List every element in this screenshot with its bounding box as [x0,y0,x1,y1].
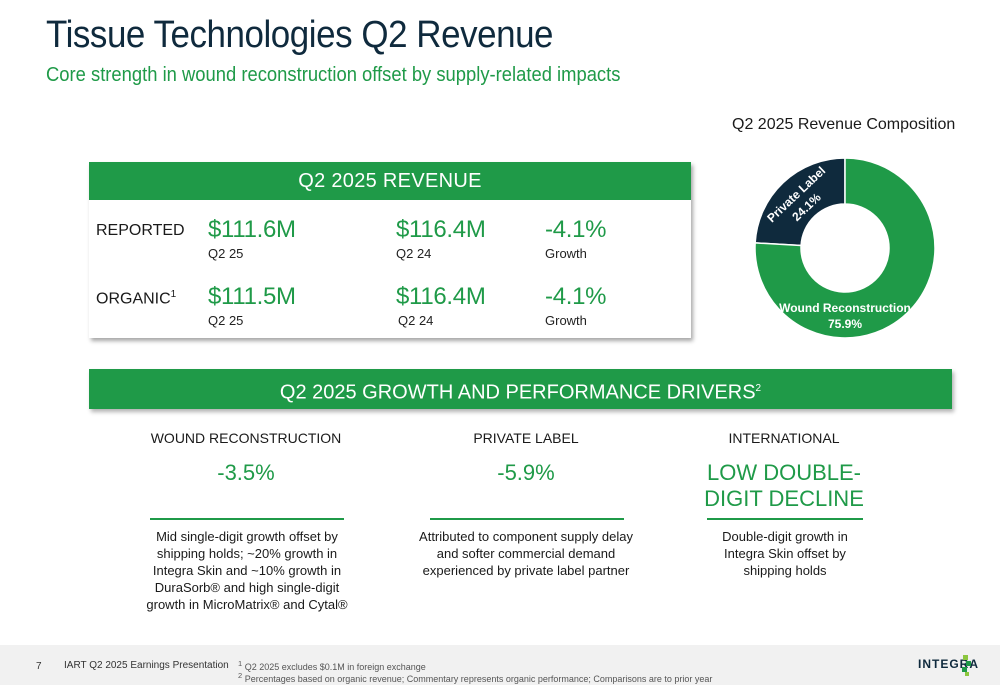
page-number: 7 [36,661,42,672]
driver-rule [707,518,863,520]
reported-q2-24-label: Q2 24 [396,246,432,261]
reported-growth-value: -4.1% [545,216,607,243]
organic-growth-label: Growth [545,313,587,328]
driver-value: -5.9% [497,460,555,485]
driver-description: Attributed to component supply delay and… [419,529,633,578]
driver-international: INTERNATIONAL LOW DOUBLE- DIGIT DECLINE [686,430,882,512]
driver-wound-reconstruction: WOUND RECONSTRUCTION -3.5% [148,430,344,486]
driver-private-label: PRIVATE LABEL -5.9% [428,430,624,486]
driver-value: -3.5% [217,460,275,485]
slice-private-label [755,157,846,247]
organic-q2-25-value: $111.5M [208,283,296,310]
slice-wound-reconstruction [755,157,936,339]
footnote-1: 1 Q2 2025 excludes $0.1M in foreign exch… [238,659,426,672]
driver-title: WOUND RECONSTRUCTION [150,430,342,446]
footnote-2: 2 Percentages based on organic revenue; … [238,671,713,684]
reported-growth-label: Growth [545,246,587,261]
driver-rule [150,518,344,520]
driver-title: INTERNATIONAL [728,430,840,446]
driver-title: PRIVATE LABEL [473,430,579,446]
presentation-title: IART Q2 2025 Earnings Presentation [64,660,229,671]
revenue-header: Q2 2025 REVENUE [89,162,691,200]
reported-q2-25-label: Q2 25 [208,246,244,261]
driver-rule [430,518,624,520]
organic-label: ORGANIC1 [96,289,177,308]
reported-label: REPORTED [96,222,185,239]
revenue-panel: Q2 2025 REVENUE REPORTED $111.6M Q2 25 $… [89,162,691,338]
integra-logo-icon [962,655,971,676]
drivers-header: Q2 2025 GROWTH AND PERFORMANCE DRIVERS2 [89,369,952,409]
page-subtitle: Core strength in wound reconstruction of… [46,64,621,86]
organic-q2-25-label: Q2 25 [208,313,244,328]
driver-value: LOW DOUBLE- DIGIT DECLINE [704,460,864,511]
reported-q2-24-value: $116.4M [396,216,486,243]
driver-description: Mid single-digit growth offset by shippi… [146,529,348,612]
organic-q2-24-value: $116.4M [396,283,486,310]
slice-value-wound-reconstruction: 75.9% [828,317,862,331]
driver-description: Double-digit growth in Integra Skin offs… [722,529,848,578]
page-title: Tissue Technologies Q2 Revenue [46,14,554,56]
organic-growth-value: -4.1% [545,283,607,310]
footer: 7 IART Q2 2025 Earnings Presentation 1 Q… [0,645,1000,685]
chart-title: Q2 2025 Revenue Composition [732,116,956,133]
slice-label-wound-reconstruction: Wound Reconstruction [779,301,911,315]
reported-q2-25-value: $111.6M [208,216,296,243]
organic-q2-24-label: Q2 24 [398,313,434,328]
